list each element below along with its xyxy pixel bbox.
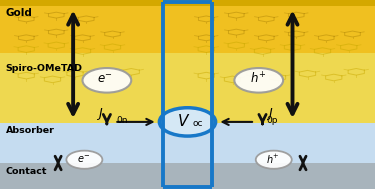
Text: Contact: Contact: [6, 167, 47, 176]
Text: $J$: $J$: [266, 106, 274, 122]
Circle shape: [66, 151, 102, 169]
Text: $e^{-}$: $e^{-}$: [76, 154, 90, 165]
Text: Spiro-OMeTAD: Spiro-OMeTAD: [6, 64, 82, 73]
Circle shape: [159, 108, 216, 136]
Bar: [0, 123, 375, 163]
Bar: [0, 163, 375, 189]
Text: 0p: 0p: [266, 116, 278, 125]
Text: Gold: Gold: [6, 8, 33, 18]
Text: oc: oc: [193, 119, 203, 128]
Text: 0n: 0n: [116, 116, 128, 125]
Circle shape: [234, 68, 283, 93]
Text: $h^{+}$: $h^{+}$: [250, 72, 266, 87]
Bar: [0, 0, 375, 6]
Text: $\mathbf{\it{V}}$: $\mathbf{\it{V}}$: [177, 113, 190, 129]
Bar: [0, 0, 375, 53]
Text: $e^{-}$: $e^{-}$: [97, 73, 113, 86]
Text: Absorber: Absorber: [6, 126, 54, 135]
Circle shape: [82, 68, 131, 93]
Circle shape: [256, 151, 292, 169]
Bar: [0, 53, 375, 123]
Text: $J$: $J$: [96, 106, 103, 122]
Text: $h^{+}$: $h^{+}$: [266, 153, 280, 166]
